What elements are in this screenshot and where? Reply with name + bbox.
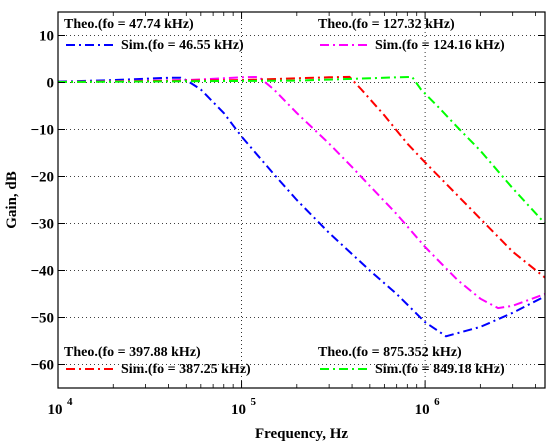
plot-background — [58, 12, 545, 388]
legend-theo-label: Theo.(fo = 397.88 kHz) — [64, 345, 201, 360]
x-tick-label: 10 — [231, 402, 246, 418]
y-tick-label: 0 — [47, 76, 55, 92]
legend-sim-label: Sim.(fo = 849.18 kHz) — [375, 362, 505, 377]
series-line-1 — [57, 76, 546, 338]
series-line-4 — [57, 75, 546, 225]
x-tick-exponent: 4 — [67, 396, 73, 408]
y-tick-label: −10 — [30, 123, 54, 139]
legend-theo-label: Theo.(fo = 875.352 kHz) — [318, 345, 462, 360]
legend-sim-label: Sim.(fo = 387.25 kHz) — [121, 362, 251, 377]
legend: Theo.(fo = 47.74 kHz) Sim.(fo = 46.55 kHz… — [64, 17, 505, 377]
plot-frame — [57, 11, 546, 389]
x-tick-label: 10 — [415, 402, 430, 418]
x-tick-exponent: 6 — [434, 396, 440, 408]
y-axis-label: Gain, dB — [4, 171, 20, 229]
series-line-2 — [57, 75, 546, 310]
x-tick-exponent: 5 — [251, 396, 257, 408]
y-tick-label: −30 — [30, 217, 54, 233]
grid — [58, 12, 545, 388]
y-tick-label: −40 — [30, 264, 54, 280]
y-tick-label: −20 — [30, 170, 54, 186]
axis-ticks: 10 4 10 5 10 6 10 0 −10 −20 −30 −40 −50 −60 — [30, 12, 545, 418]
legend-sim-label: Sim.(fo = 124.16 kHz) — [375, 38, 505, 53]
series-lines — [57, 75, 546, 338]
x-axis-label: Frequency, Hz — [255, 426, 348, 442]
y-tick-label: 10 — [39, 29, 54, 45]
legend-sim-label: Sim.(fo = 46.55 kHz) — [121, 38, 244, 53]
x-tick-label: 10 — [48, 402, 63, 418]
legend-theo-label: Theo.(fo = 47.74 kHz) — [64, 17, 194, 32]
y-tick-label: −50 — [30, 311, 54, 327]
legend-theo-label: Theo.(fo = 127.32 kHz) — [318, 17, 455, 32]
y-tick-label: −60 — [30, 358, 54, 374]
series-line-3 — [57, 75, 546, 279]
